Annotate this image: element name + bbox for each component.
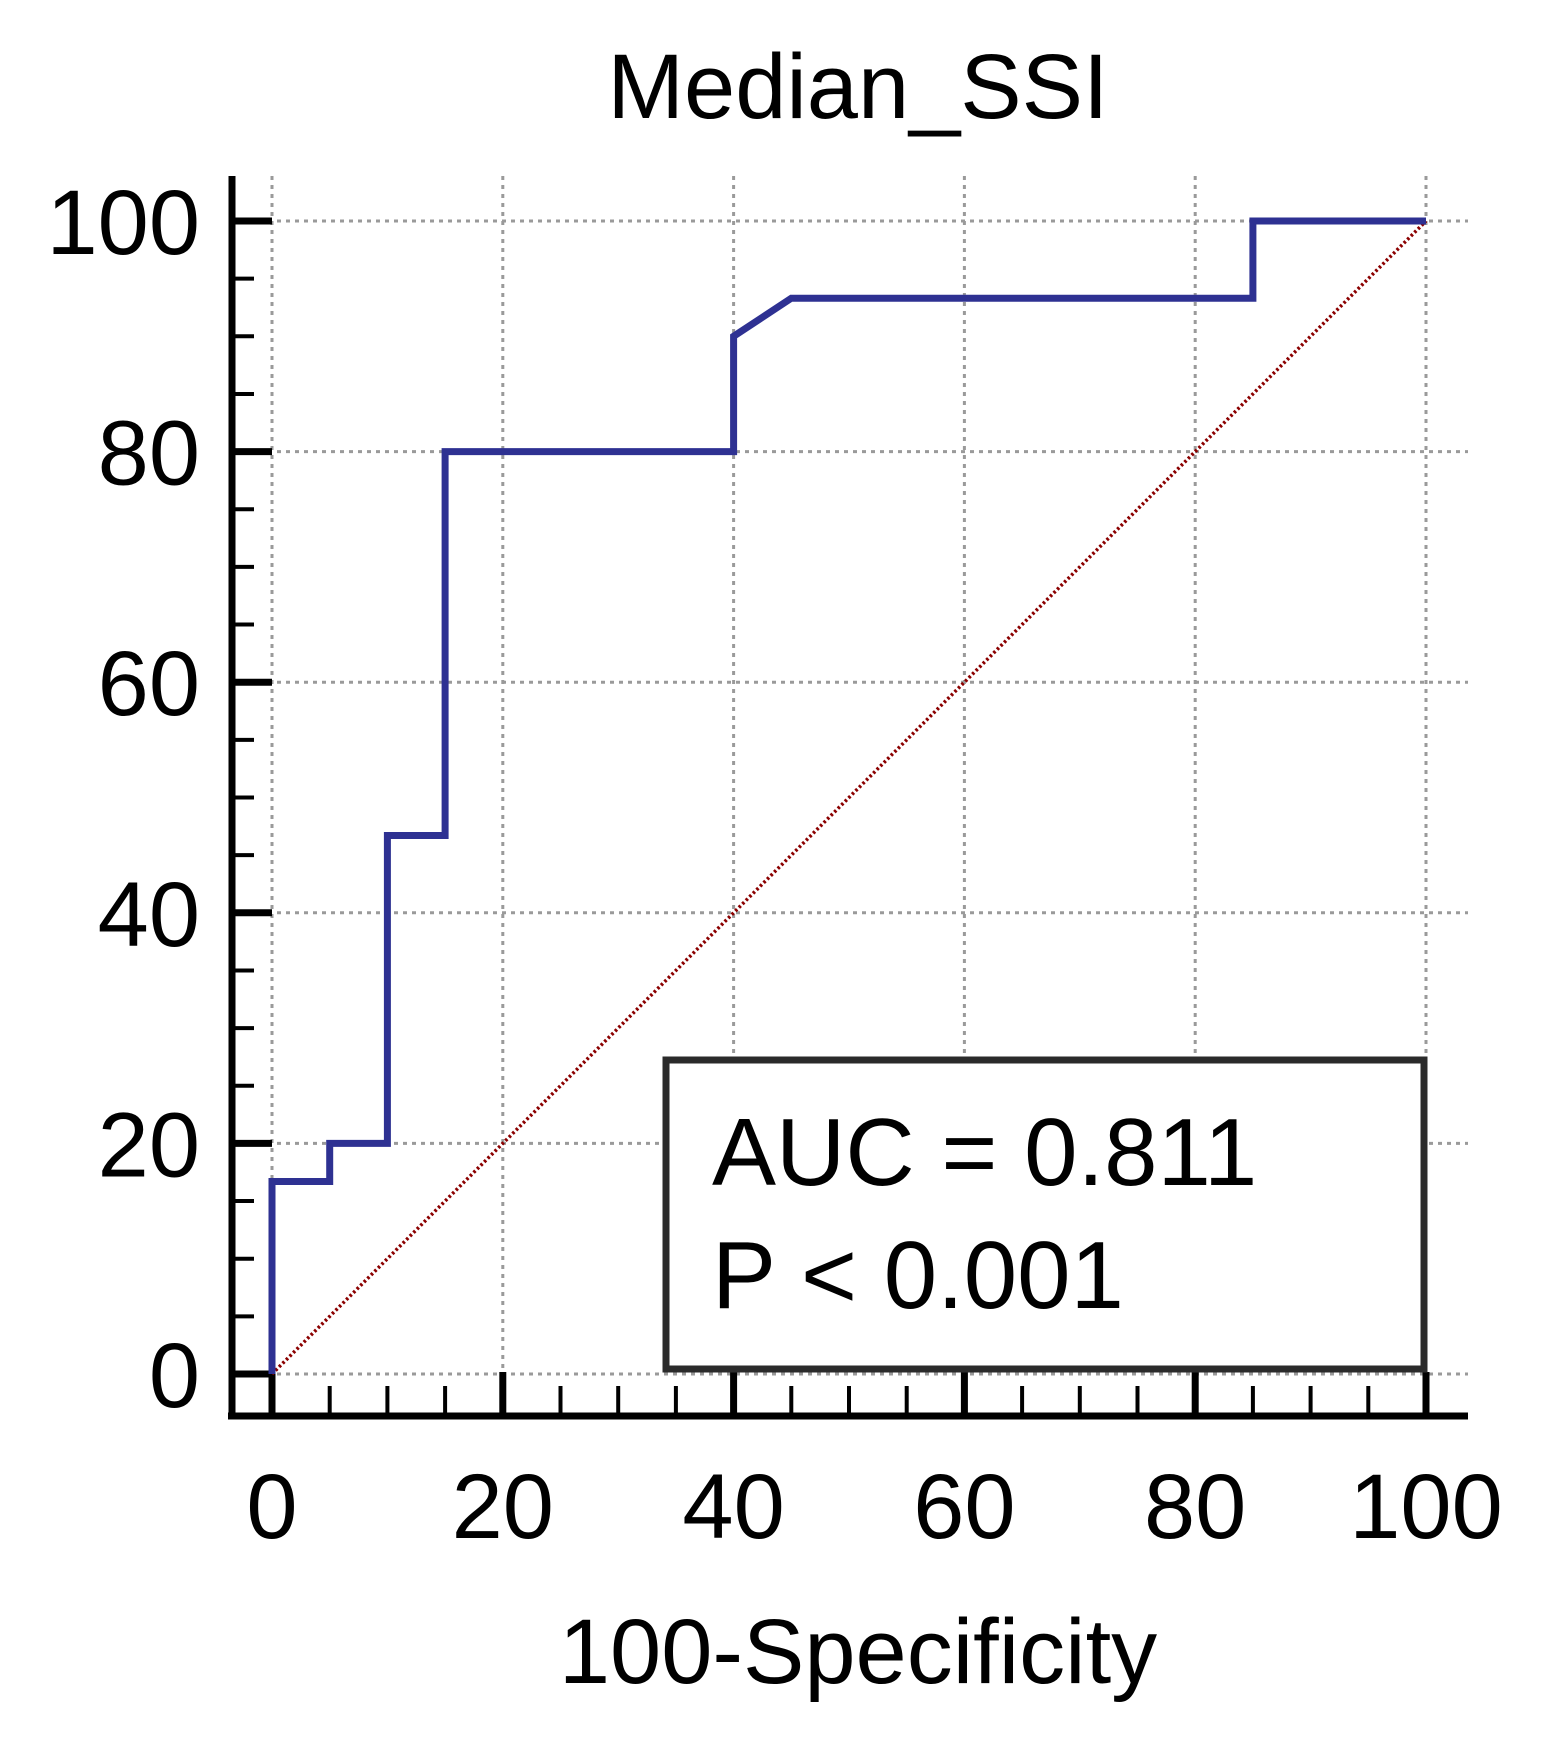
reference-diagonal-line bbox=[270, 219, 1428, 1376]
x-tick-label: 100 bbox=[1349, 1456, 1503, 1558]
x-axis-title: 100-Specificity bbox=[559, 1601, 1157, 1703]
p-value-label: P < 0.001 bbox=[712, 1222, 1124, 1329]
x-tick-label: 40 bbox=[682, 1456, 784, 1558]
auc-label: AUC = 0.811 bbox=[712, 1099, 1257, 1206]
x-tick-label: 0 bbox=[246, 1456, 297, 1558]
y-tick-label: 100 bbox=[47, 172, 201, 274]
x-tick-labels: 0 20 40 60 80 100 bbox=[246, 1456, 1502, 1558]
series-layer bbox=[268, 217, 1428, 1376]
roc-curve-line bbox=[268, 217, 1426, 1374]
y-tick-label: 80 bbox=[98, 403, 200, 505]
chart-title: Median_SSI bbox=[607, 36, 1108, 138]
x-tick-label: 60 bbox=[913, 1456, 1015, 1558]
annotation-box bbox=[662, 1056, 1428, 1373]
x-tick-label: 80 bbox=[1144, 1456, 1246, 1558]
y-tick-label: 40 bbox=[98, 864, 200, 966]
y-tick-label: 60 bbox=[98, 633, 200, 735]
y-tick-label: 20 bbox=[98, 1094, 200, 1196]
y-tick-label: 0 bbox=[149, 1325, 200, 1427]
y-tick-labels: 0 20 40 60 80 100 bbox=[47, 172, 201, 1427]
minor-ticks bbox=[232, 276, 1371, 1416]
x-tick-label: 20 bbox=[452, 1456, 554, 1558]
major-ticks bbox=[232, 217, 1430, 1416]
